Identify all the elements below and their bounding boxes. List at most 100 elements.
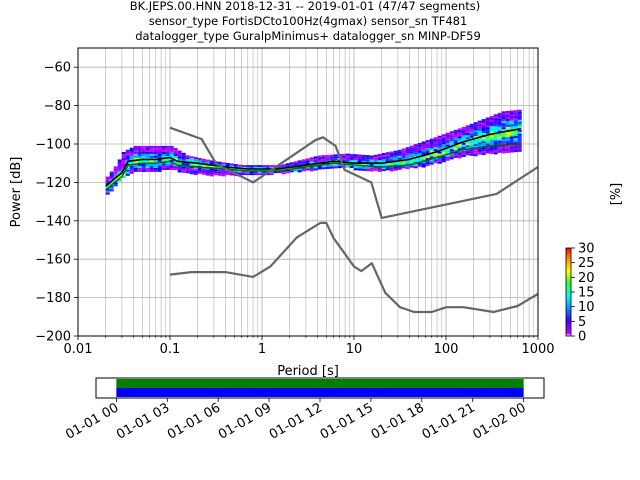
psd-cell <box>393 152 398 155</box>
psd-cell <box>429 138 434 141</box>
psd-cell <box>373 158 378 161</box>
psd-cell <box>133 163 138 166</box>
psd-cell <box>473 126 478 129</box>
psd-histogram <box>105 109 522 195</box>
psd-cell <box>477 124 482 127</box>
psd-cell <box>269 171 274 174</box>
psd-cell <box>121 156 126 159</box>
psd-cell <box>169 155 174 158</box>
psd-cell <box>449 155 454 158</box>
psd-cell <box>461 154 466 157</box>
psd-cell <box>289 170 294 173</box>
psd-cell <box>137 147 142 150</box>
psd-cell <box>313 166 318 169</box>
psd-cell <box>509 118 514 121</box>
psd-cell <box>345 159 350 162</box>
psd-cell <box>405 165 410 168</box>
psd-cell <box>489 143 494 146</box>
psd-cell <box>429 148 434 151</box>
psd-cell <box>457 128 462 131</box>
psd-cell <box>449 153 454 156</box>
psd-cell <box>509 136 514 139</box>
psd-cell <box>417 144 422 147</box>
psd-cell <box>373 166 378 169</box>
psd-cell <box>361 156 366 159</box>
psd-cell <box>301 159 306 162</box>
psd-cell <box>393 150 398 153</box>
psd-cell <box>401 148 406 151</box>
psd-cell <box>233 174 238 177</box>
psd-cell <box>189 160 194 163</box>
psd-cell <box>425 142 430 145</box>
timeline-bar-used <box>116 388 524 397</box>
psd-cell <box>461 132 466 135</box>
psd-cell <box>437 147 442 150</box>
psd-cell <box>309 159 314 162</box>
psd-cell <box>481 121 486 124</box>
psd-cell <box>165 165 170 168</box>
psd-cell <box>413 152 418 155</box>
psd-cell <box>149 159 154 162</box>
psd-cell <box>517 109 522 112</box>
psd-cell <box>493 152 498 155</box>
colorbar-tick-label: 5 <box>578 315 586 330</box>
psd-cell <box>401 150 406 153</box>
psd-cell <box>473 154 478 157</box>
psd-cell <box>301 163 306 166</box>
psd-cell <box>313 168 318 171</box>
psd-cell <box>489 141 494 144</box>
psd-cell <box>313 156 318 159</box>
psd-cell <box>453 129 458 132</box>
psd-cell <box>501 117 506 120</box>
psd-cell <box>105 180 110 183</box>
psd-cell <box>117 167 122 170</box>
psd-cell <box>421 147 426 150</box>
psd-cell <box>357 166 362 169</box>
psd-cell <box>461 152 466 155</box>
psd-cell <box>477 144 482 147</box>
psd-cell <box>417 150 422 153</box>
psd-cell <box>485 135 490 138</box>
psd-cell <box>421 165 426 168</box>
psd-cell <box>137 169 142 172</box>
psd-cell <box>361 160 366 163</box>
psd-cell <box>445 138 450 141</box>
psd-cell <box>437 145 442 148</box>
psd-cell <box>105 188 110 191</box>
psd-cell <box>389 157 394 160</box>
psd-cell <box>213 169 218 172</box>
psd-cell <box>489 125 494 128</box>
psd-cell <box>509 142 514 145</box>
psd-cell <box>453 149 458 152</box>
psd-cell <box>353 168 358 171</box>
psd-cell <box>473 148 478 151</box>
psd-cell <box>317 157 322 160</box>
psd-cell <box>137 157 142 160</box>
psd-cell <box>125 155 130 158</box>
psd-cell <box>413 148 418 151</box>
psd-cell <box>349 153 354 156</box>
psd-cell <box>497 140 502 143</box>
psd-cell <box>469 127 474 130</box>
psd-cell <box>145 147 150 150</box>
psd-cell <box>173 150 178 153</box>
psd-cell <box>165 167 170 170</box>
psd-cell <box>453 135 458 138</box>
psd-cell <box>177 154 182 157</box>
psd-cell <box>517 125 522 128</box>
psd-cell <box>517 115 522 118</box>
psd-cell <box>133 145 138 148</box>
psd-cell <box>133 155 138 158</box>
psd-cell <box>181 166 186 169</box>
psd-cell <box>457 144 462 147</box>
psd-cell <box>517 117 522 120</box>
psd-cell <box>353 160 358 163</box>
psd-cell <box>365 159 370 162</box>
psd-cell <box>497 120 502 123</box>
psd-cell <box>281 172 286 175</box>
psd-cell <box>389 169 394 172</box>
psd-cell <box>397 165 402 168</box>
psd-cell <box>457 140 462 143</box>
psd-cell <box>489 123 494 126</box>
psd-cell <box>177 166 182 169</box>
